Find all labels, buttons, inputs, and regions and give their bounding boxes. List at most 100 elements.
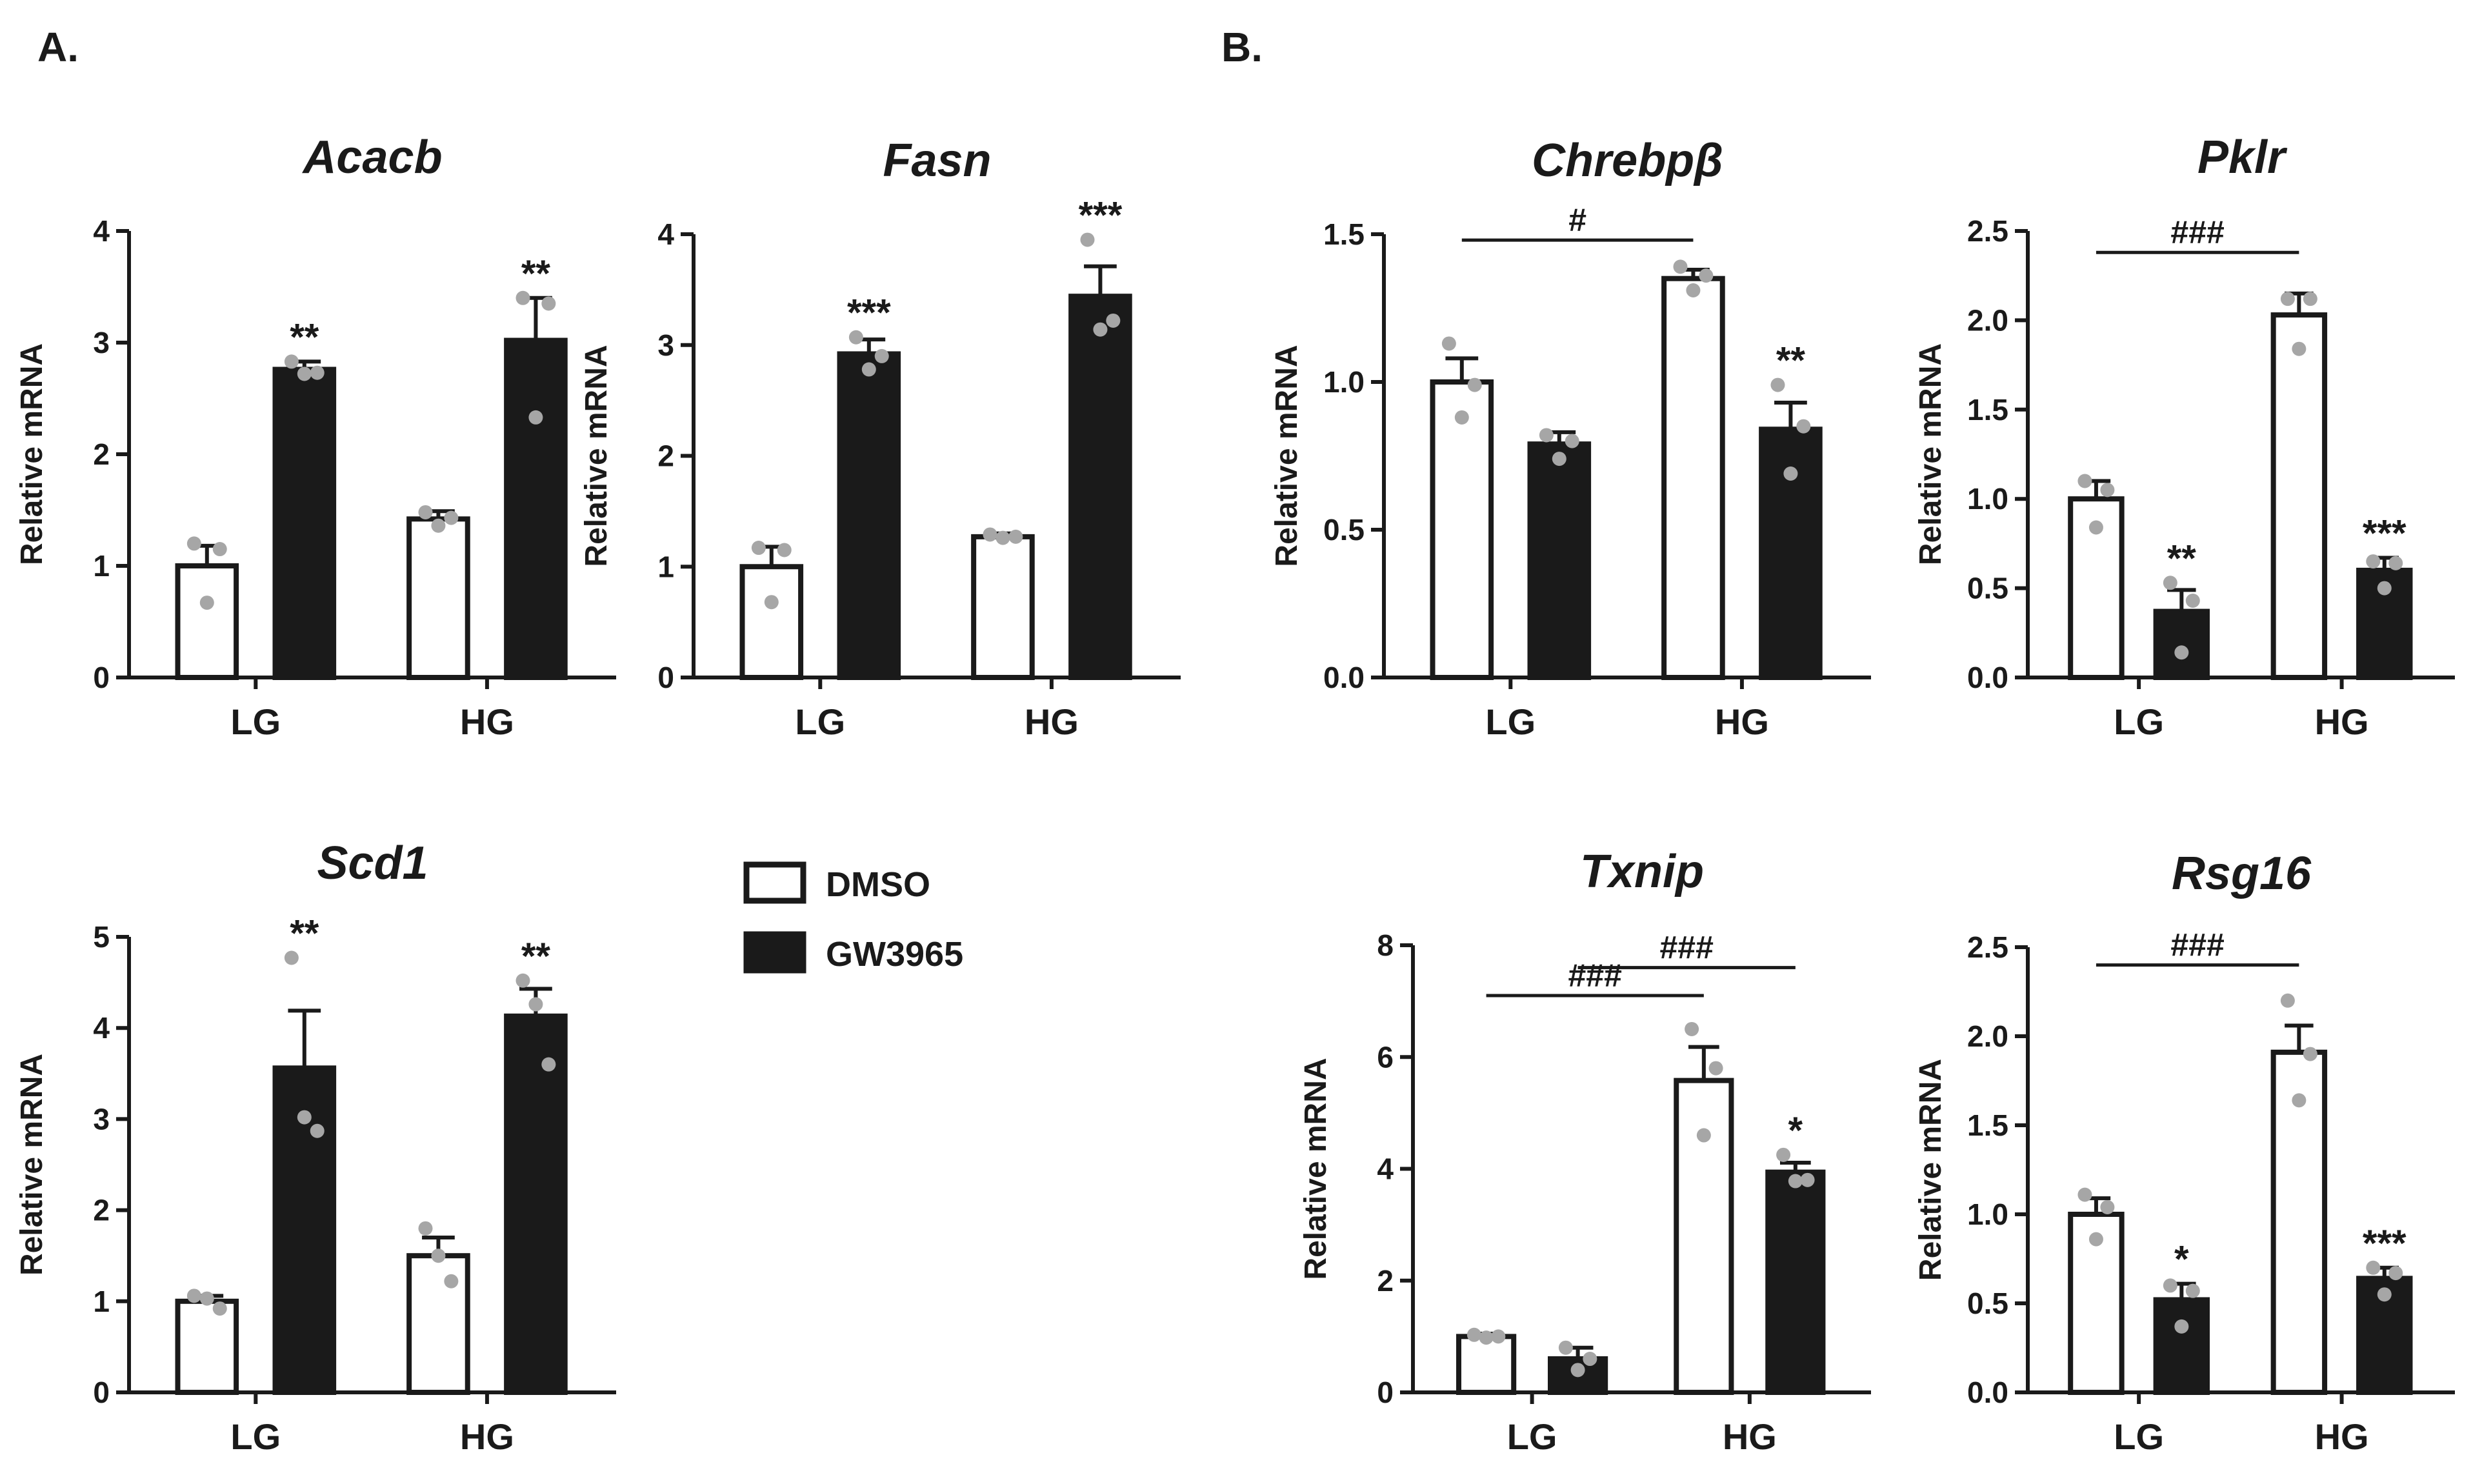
chart-title: Chrebpβ	[1532, 135, 1723, 186]
x-tick-label: HG	[1025, 701, 1079, 742]
data-point	[541, 1057, 556, 1072]
significance-label: *	[2174, 1239, 2189, 1281]
significance-label: ***	[2363, 1223, 2407, 1265]
x-tick-label: LG	[2114, 701, 2164, 742]
x-tick-label: HG	[2315, 1416, 2369, 1457]
data-point	[1696, 1128, 1711, 1143]
significance-label: ***	[2363, 513, 2407, 555]
chart-title: Pklr	[2197, 132, 2288, 183]
data-point	[2377, 1287, 2392, 1302]
bar	[406, 516, 470, 681]
data-point	[874, 348, 889, 363]
data-point	[2077, 474, 2092, 488]
y-tick-label: 1	[657, 550, 674, 583]
y-tick-label: 4	[93, 214, 110, 248]
x-tick-label: LG	[230, 1416, 281, 1457]
data-point	[1552, 452, 1566, 466]
significance-label: *	[1788, 1110, 1803, 1152]
x-tick-label: LG	[795, 701, 845, 742]
data-point	[297, 366, 312, 381]
x-tick-label: LG	[1485, 701, 1536, 742]
x-tick-label: HG	[2315, 701, 2369, 742]
chart-pklr: Pklr Relative mRNA 0.0 0.5 1.0 1.5 2.0 2.5 LG HG *…	[1914, 132, 2455, 742]
data-point	[1466, 1327, 1481, 1342]
chart-rsg16: Rsg16 Relative mRNA 0.0 0.5 1.0 1.5 2.0 2.5 LG HG…	[1914, 848, 2455, 1457]
comparison-label: ###	[1568, 958, 1622, 994]
y-tick-label: 3	[93, 326, 110, 359]
bar	[406, 1253, 470, 1395]
y-tick-label: 2	[93, 437, 110, 471]
y-tick-label: 1.5	[1323, 217, 1365, 251]
significance-label: ***	[1079, 195, 1123, 237]
y-tick-label: 0.0	[1967, 661, 2008, 694]
data-point	[2100, 483, 2115, 497]
data-point	[444, 1274, 459, 1288]
data-point	[1565, 434, 1579, 448]
y-tick-label: 0	[93, 1376, 110, 1409]
data-point	[2280, 292, 2295, 306]
data-point	[2088, 1232, 2103, 1247]
y-axis-label: Relative mRNA	[1914, 1059, 1948, 1281]
y-tick-label: 6	[1377, 1040, 1394, 1074]
data-point	[1686, 283, 1701, 298]
y-tick-label: 5	[93, 920, 110, 954]
data-point	[528, 410, 543, 425]
data-point	[983, 527, 997, 542]
bar	[1661, 276, 1725, 680]
y-axis-label: Relative mRNA	[15, 343, 49, 565]
y-tick-label: 2.0	[1967, 1019, 2008, 1053]
data-point	[1699, 268, 1714, 283]
significance-label: **	[1776, 340, 1806, 382]
data-point	[861, 362, 876, 377]
data-point	[1080, 232, 1095, 247]
data-point	[1770, 377, 1785, 392]
data-point	[1783, 466, 1798, 481]
x-tick-label: LG	[2114, 1416, 2164, 1457]
comparison-label: ###	[1660, 930, 1714, 966]
panel-label-a: A.	[37, 24, 79, 70]
data-point	[418, 1221, 433, 1236]
data-point	[2292, 1093, 2307, 1108]
x-tick-label: LG	[230, 701, 281, 742]
y-tick-label: 0.0	[1323, 661, 1365, 694]
y-tick-label: 0	[93, 661, 110, 694]
data-point	[541, 296, 556, 311]
chart-title: Rsg16	[2172, 848, 2312, 899]
y-tick-label: 0.5	[1967, 572, 2008, 605]
data-point	[284, 354, 299, 369]
y-tick-label: 1	[93, 1285, 110, 1318]
bar	[1674, 1078, 1734, 1395]
data-point	[1583, 1352, 1597, 1367]
y-tick-label: 2	[93, 1194, 110, 1227]
y-axis-label: Relative mRNA	[1914, 343, 1948, 565]
data-point	[1788, 1174, 1803, 1188]
chart-fasn: Fasn Relative mRNA 0 1 2 3 4 LG HG *** ***	[579, 135, 1181, 742]
legend-label-dmso: DMSO	[826, 865, 930, 904]
y-tick-label: 0	[657, 661, 674, 694]
bar	[1456, 1334, 1517, 1395]
comparison-label: #	[1568, 202, 1586, 238]
data-point	[515, 290, 530, 305]
y-tick-label: 2.0	[1967, 303, 2008, 337]
chart-txnip: Txnip Relative mRNA 0 2 4 6 8 LG HG * ### ###	[1299, 846, 1871, 1457]
significance-label: **	[521, 253, 551, 295]
bar	[272, 366, 337, 681]
data-point	[1008, 529, 1023, 544]
data-point	[186, 536, 201, 551]
legend-swatch-gw3965	[743, 931, 806, 974]
significance-label: ***	[847, 292, 891, 334]
bar	[175, 563, 239, 680]
y-axis-label: Relative mRNA	[1299, 1058, 1333, 1279]
data-point	[2174, 645, 2189, 660]
comparison-label: ###	[2170, 214, 2224, 250]
bar	[2153, 608, 2210, 680]
data-point	[1708, 1061, 1723, 1076]
y-tick-label: 4	[1377, 1152, 1394, 1186]
panel-label-b: B.	[1221, 24, 1263, 70]
data-point	[1539, 428, 1554, 443]
data-point	[1685, 1021, 1699, 1036]
bar	[971, 534, 1035, 680]
data-point	[1479, 1330, 1494, 1345]
